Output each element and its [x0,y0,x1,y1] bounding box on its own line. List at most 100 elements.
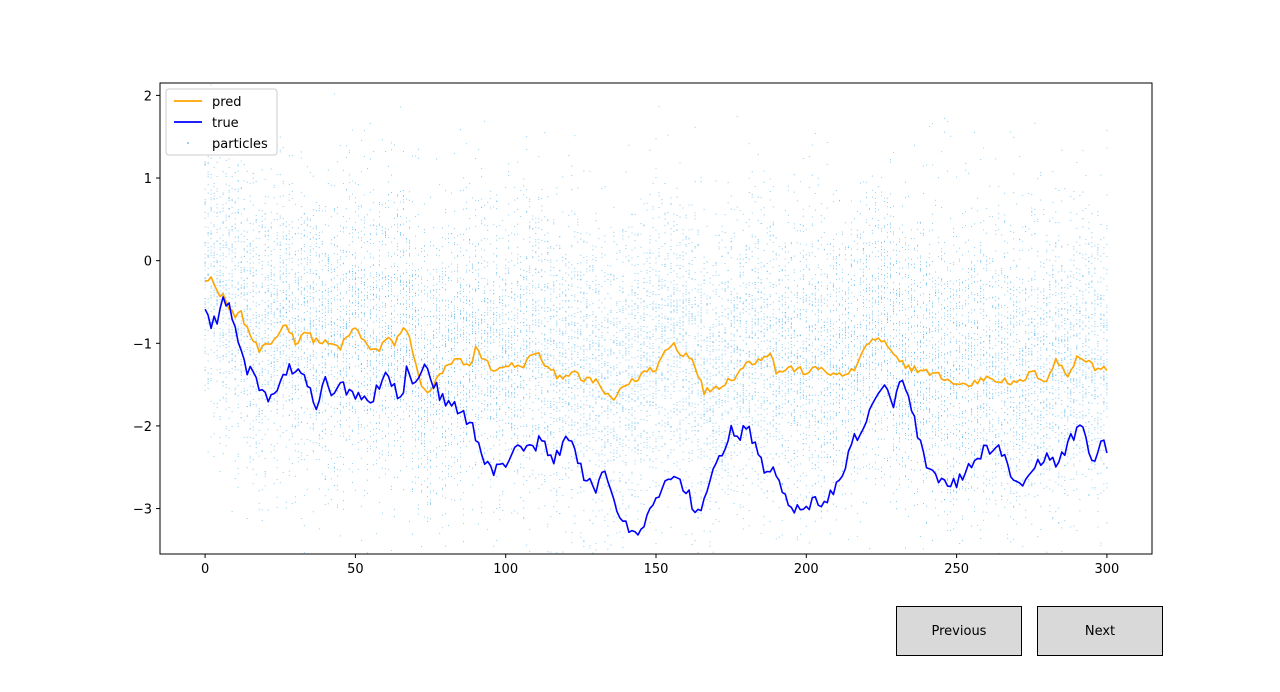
particle-point [478,360,480,362]
particle-point [372,264,374,266]
particle-point [270,312,272,314]
particle-point [267,284,269,287]
particle-point [408,291,411,294]
particle-point [306,364,308,366]
particle-point [472,197,474,199]
particle-point [354,221,356,224]
particle-point [405,306,408,309]
particle-point [330,310,332,312]
particle-point [384,236,387,239]
particle-point [372,415,374,417]
particle-point [490,317,492,320]
particle-point [402,360,405,362]
particle-point [231,359,233,361]
particle-point [366,469,368,471]
particle-point [484,345,486,347]
particle-point [324,322,326,324]
particle-point [433,391,435,393]
particle-point [457,235,459,237]
particle-point [294,317,296,319]
particle-point [478,346,480,348]
particle-point [261,520,263,522]
particle-point [499,333,501,335]
particle-point [345,375,347,377]
particle-point [210,287,212,289]
particle-point [457,264,459,266]
particle-point [387,252,390,254]
particle-point [445,326,447,328]
particle-point [249,267,251,269]
particle-point [448,427,450,430]
particle-point [240,241,242,243]
particle-point [324,402,326,404]
particle-point [345,251,347,253]
particle-point [475,278,477,281]
particle-point [381,233,383,235]
particle-point [261,367,263,369]
particle-point [445,343,447,345]
particle-point [393,224,396,226]
particle-point [363,489,365,491]
particle-point [363,257,365,259]
particle-point [423,309,426,311]
particle-point [387,364,390,366]
particle-point [490,207,492,209]
particle-point [225,256,227,258]
particle-point [399,348,402,350]
particle-point [414,412,417,414]
particle-point [399,224,402,226]
particle-point [408,253,411,255]
particle-point [333,297,335,299]
particle-point [445,399,447,402]
particle-point [231,200,233,202]
particle-point [234,201,236,203]
particle-point [243,164,245,166]
particle-point [451,375,453,378]
particle-point [426,478,429,480]
particle-point [460,293,462,295]
particle-point [273,398,275,400]
particle-point [222,397,224,400]
particle-point [225,284,227,287]
particle-point [481,366,483,369]
particle-point [327,403,329,405]
particle-point [457,484,459,486]
particle-point [436,346,438,348]
particle-point [442,358,444,360]
particle-point [264,292,266,294]
particle-point [213,226,215,228]
particle-point [439,340,441,342]
particle-point [321,352,323,354]
particle-point [210,246,212,248]
particle-point [336,286,338,288]
particle-point [417,363,420,365]
particle-point [451,323,453,325]
particle-point [381,354,383,356]
particle-point [282,183,284,185]
particle-point [312,291,314,294]
particle-point [378,264,380,266]
particle-point [445,497,447,499]
particle-point [381,410,383,412]
particle-point [348,366,350,368]
particle-point [219,290,221,292]
particle-point [297,303,299,305]
particle-point [417,313,420,315]
particle-point [417,294,420,296]
particle-point [466,296,468,298]
particle-point [342,369,344,371]
particle-point [496,412,498,414]
particle-point [396,406,399,409]
particle-point [411,318,414,320]
particle-point [420,397,423,399]
particle-point [429,343,432,345]
particle-point [291,386,293,388]
particle-point [255,253,257,255]
particle-point [324,298,326,300]
particle-point [303,379,305,381]
particle-point [463,318,465,320]
particle-point [396,366,399,368]
particle-point [225,333,227,335]
particle-point [417,416,420,418]
particle-point [369,409,371,411]
